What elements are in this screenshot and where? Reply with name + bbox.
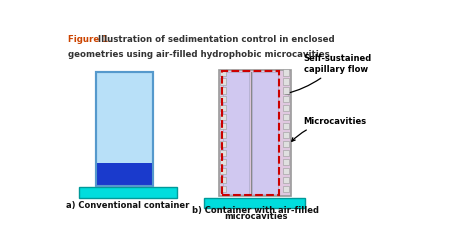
Bar (220, 105, 227, 111)
Bar (252, 72, 278, 194)
Text: b) Container with air-filled: b) Container with air-filled (192, 206, 319, 215)
Bar (283, 141, 289, 147)
Bar (220, 123, 227, 129)
Bar (283, 132, 289, 138)
Text: Figure 1.: Figure 1. (68, 34, 112, 44)
Bar (220, 87, 227, 93)
Bar (220, 186, 227, 192)
Bar (220, 114, 227, 120)
Text: Illustration of sedimentation control in enclosed: Illustration of sedimentation control in… (95, 34, 335, 44)
Bar (204, 198, 305, 208)
Bar (283, 123, 289, 129)
Bar (283, 159, 289, 165)
Text: microcavities: microcavities (224, 212, 288, 221)
Bar (220, 177, 227, 183)
Text: a) Conventional container: a) Conventional container (65, 201, 189, 210)
Bar (220, 96, 227, 102)
Text: Microcavities: Microcavities (292, 117, 367, 141)
Bar (283, 150, 289, 156)
Bar (283, 78, 289, 85)
Bar (220, 141, 227, 147)
Bar (283, 168, 289, 174)
Bar (220, 150, 227, 156)
Bar (283, 87, 289, 93)
Bar (220, 168, 227, 174)
Bar (96, 72, 153, 186)
Bar (222, 71, 279, 195)
Bar (220, 132, 227, 138)
Bar (80, 187, 177, 198)
Bar (283, 177, 289, 183)
Bar (283, 114, 289, 120)
Bar (220, 69, 227, 76)
Bar (220, 78, 227, 85)
Bar (283, 105, 289, 111)
Bar (96, 72, 153, 186)
Bar (283, 69, 289, 76)
Text: geometries using air-filled hydrophobic microcavities.: geometries using air-filled hydrophobic … (68, 50, 334, 59)
Bar (283, 186, 289, 192)
Bar (219, 70, 291, 196)
Bar (283, 96, 289, 102)
Text: Self-sustained
capillary flow: Self-sustained capillary flow (285, 54, 372, 95)
Bar (223, 72, 249, 194)
Bar (96, 163, 153, 186)
Bar (220, 159, 227, 165)
